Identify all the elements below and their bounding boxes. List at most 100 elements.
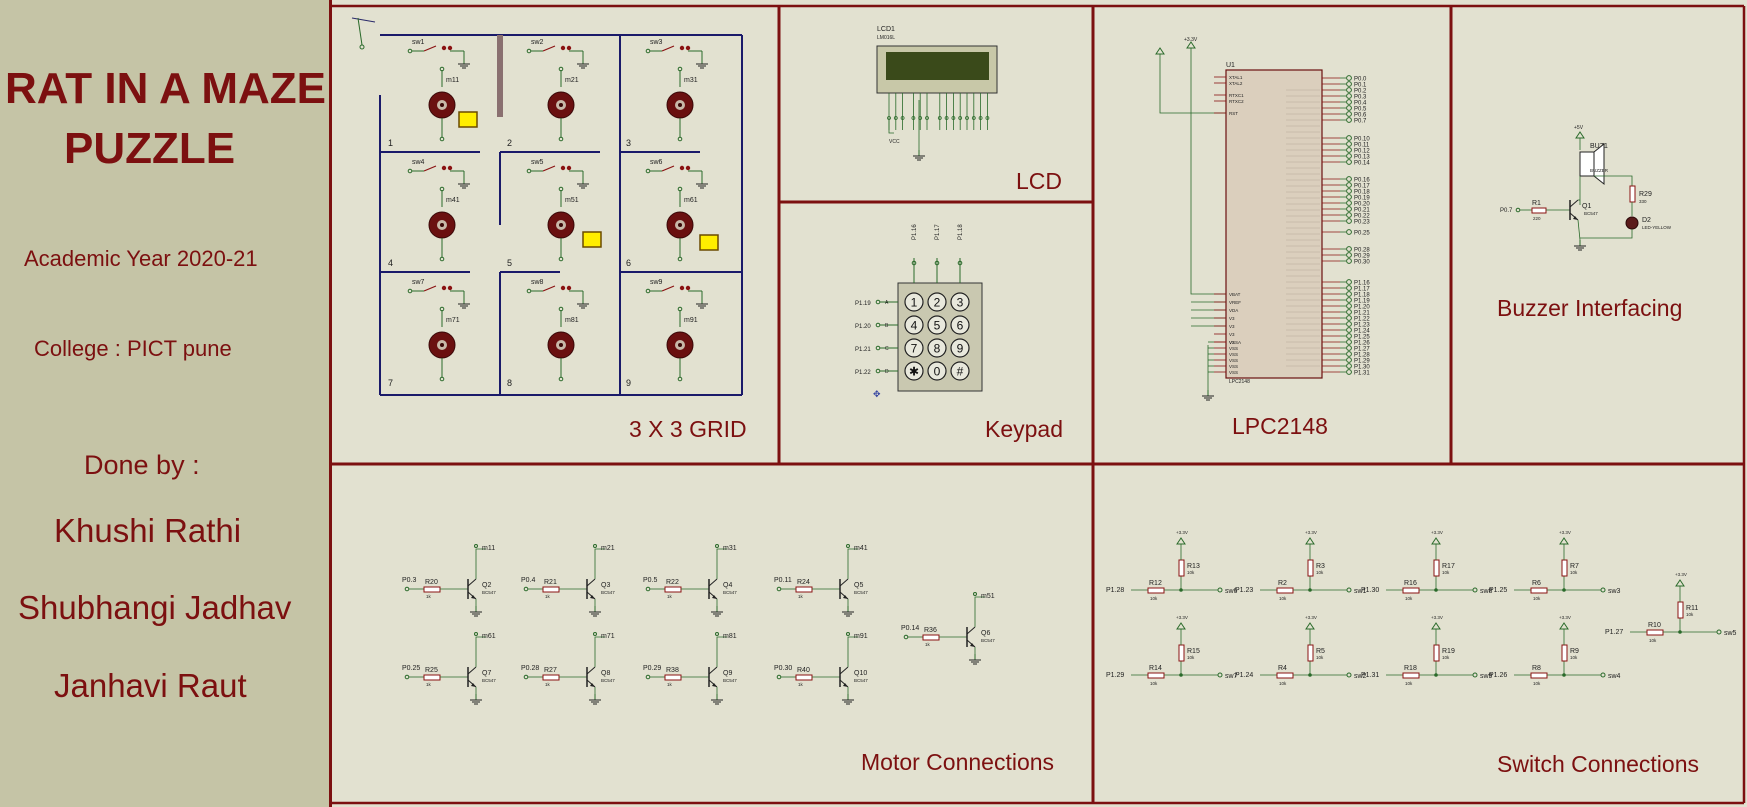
keypad-key-label: # xyxy=(957,365,964,379)
transistor-arrow-icon xyxy=(471,595,476,599)
motor-drive-q-label: Q9 xyxy=(723,670,732,677)
lpc-terminal xyxy=(1346,285,1352,291)
keypad-key xyxy=(927,361,947,381)
switch-pullup-resistor xyxy=(1307,559,1314,577)
switch-terminal xyxy=(407,168,413,174)
motor-drive-wire xyxy=(974,596,985,627)
lpc-terminal xyxy=(1346,258,1352,264)
switch-pullup-resistor-label: R11 xyxy=(1686,605,1698,612)
lpc2148-chip xyxy=(1225,69,1323,379)
lpc-port1-label: P1.28 xyxy=(1354,353,1370,359)
lcd-pin-terminal xyxy=(985,116,990,120)
transistor-arrow-icon xyxy=(843,595,848,599)
switch-conn-name: sw9 xyxy=(1480,673,1493,680)
lpc-pin-name: VSSA xyxy=(1229,340,1241,345)
motor-drive-q-type: BC547 xyxy=(601,590,615,595)
lpc-port0-label: P0.22 xyxy=(1354,214,1370,220)
motor-label: m71 xyxy=(446,317,460,324)
lpc-terminal xyxy=(1346,212,1352,218)
motor-drive-resistor-label: R20 xyxy=(425,579,438,586)
switch-lever xyxy=(423,45,437,52)
buzzer-wire xyxy=(1594,175,1633,186)
motor-drive-wire xyxy=(716,548,727,579)
motor-terminal xyxy=(677,256,683,262)
switch-series-resistor-value: 10k xyxy=(1150,596,1158,601)
keypad-row-label: P1.22 xyxy=(855,370,871,376)
switch-port-label: P1.26 xyxy=(1489,672,1507,679)
lcd-wire xyxy=(888,118,894,134)
motor-drive-q-type: BC547 xyxy=(981,638,995,643)
switch-contact xyxy=(560,165,566,171)
switch-contact xyxy=(679,285,685,291)
lpc-pin-name: V3 xyxy=(1229,324,1235,329)
motor-drive-q-label: Q10 xyxy=(854,670,867,677)
switch-contact xyxy=(441,45,447,51)
motor-label: m61 xyxy=(684,197,698,204)
switch-series-resistor-value: 10k xyxy=(1150,681,1158,686)
motor-drive-resistor-value: 1k xyxy=(667,594,673,599)
switch-contact xyxy=(447,45,453,51)
lpc-port0-label: P0.13 xyxy=(1354,155,1370,161)
switch-conn-name: sw7 xyxy=(1225,673,1238,680)
switch-pullup-resistor-label: R7 xyxy=(1570,563,1579,570)
lpc-port1-label: P1.31 xyxy=(1354,371,1370,377)
section-label-motors: Motor Connections xyxy=(861,749,1055,775)
lcd-pin-terminal xyxy=(900,116,905,120)
switch-terminal xyxy=(407,48,413,54)
switch-pullup-resistor-value: 10k xyxy=(1570,570,1578,575)
buzzer-icon xyxy=(1593,142,1605,186)
academic-year: Academic Year 2020-21 xyxy=(24,246,258,271)
switch-contact xyxy=(447,165,453,171)
led-icon xyxy=(1625,216,1639,230)
lpc-terminal xyxy=(1346,206,1352,212)
lpc-port0-label: P0.4 xyxy=(1354,101,1367,107)
buzzer-led-type: LED-YELLOW xyxy=(1642,225,1672,230)
switch-supply-label: +3.3V xyxy=(1305,615,1317,620)
switch-lever xyxy=(423,165,437,172)
motor-drive-motor-label: m31 xyxy=(723,545,737,552)
motor-drive-resistor-label: R36 xyxy=(924,627,937,634)
lpc-port0-label: P0.19 xyxy=(1354,196,1370,202)
switch-conn-terminal xyxy=(1716,629,1722,635)
cell-number: 5 xyxy=(507,258,512,268)
switch-supply-label: +3.3V xyxy=(1559,530,1571,535)
motor-icon xyxy=(678,343,682,347)
motor-label: m41 xyxy=(446,197,460,204)
motor-drive-wire xyxy=(594,548,605,579)
transistor-arrow-icon xyxy=(843,683,848,687)
lpc-terminal xyxy=(1346,200,1352,206)
switch-terminal xyxy=(526,168,532,174)
section-label-grid: 3 X 3 GRID xyxy=(629,416,747,442)
motor-terminal xyxy=(439,136,445,142)
motor-drive-resistor-label: R27 xyxy=(544,667,557,674)
switch-pullup-resistor xyxy=(1433,644,1440,662)
motor-drive-resistor xyxy=(423,674,441,681)
motor-drive-terminal xyxy=(523,674,529,680)
lpc-terminal xyxy=(1346,363,1352,369)
switch-series-resistor-value: 10k xyxy=(1405,596,1413,601)
lcd-vcc-label: VCC xyxy=(889,139,900,145)
switch-series-resistor-label: R16 xyxy=(1404,580,1417,587)
keypad-key xyxy=(927,315,947,335)
lpc-port0-label: P0.10 xyxy=(1354,137,1370,143)
switch-pullup-resistor-value: 10k xyxy=(1316,570,1324,575)
lpc-pin-name: RTXC2 xyxy=(1229,99,1244,104)
motor-icon xyxy=(559,343,563,347)
lpc-terminal xyxy=(1346,87,1352,93)
motor-label: m81 xyxy=(565,317,579,324)
motor-icon xyxy=(678,223,682,227)
supply-arrow-icon xyxy=(1675,579,1685,587)
lpc-terminal xyxy=(1346,111,1352,117)
switch-pullup-resistor-label: R19 xyxy=(1442,648,1455,655)
keypad-key-label: 2 xyxy=(934,296,941,310)
switch-port-label: P1.25 xyxy=(1489,587,1507,594)
buzzer-supply-label: +5V xyxy=(1574,125,1584,131)
lpc-pin-name: VBAT xyxy=(1229,292,1241,297)
switch-conn-name: sw3 xyxy=(1608,588,1621,595)
lpc-terminal xyxy=(1346,333,1352,339)
keypad-key-label: 3 xyxy=(957,296,964,310)
lpc-port1-label: P1.20 xyxy=(1354,305,1370,311)
yellow-marker xyxy=(458,111,478,128)
motor-terminal xyxy=(677,66,683,72)
lpc-pin-name: V3 xyxy=(1229,332,1235,337)
